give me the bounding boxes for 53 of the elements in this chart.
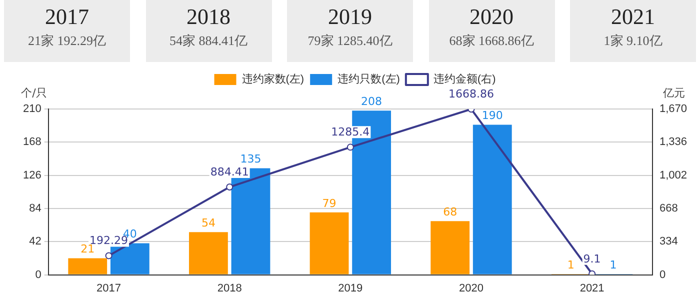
x-tick-label: 2021	[580, 282, 604, 294]
text: 2020	[468, 3, 514, 30]
bar	[430, 221, 470, 274]
text: 21家 192.29亿	[27, 32, 107, 50]
bar	[110, 243, 150, 274]
legend-label: 违约金额(右)	[433, 72, 496, 86]
y2-tick-label: 0	[659, 268, 666, 281]
point	[105, 252, 112, 260]
data-label: 9.1	[583, 252, 601, 266]
bar	[68, 258, 108, 274]
text: 2017	[44, 3, 90, 30]
data-label: 54	[201, 216, 216, 230]
x-tick-label: 2018	[217, 282, 242, 294]
point	[346, 144, 354, 151]
text: 68家 1668.86亿	[448, 32, 535, 50]
y2-tick-label: 1,336	[659, 136, 688, 148]
x-tick-label: 2020	[458, 282, 484, 294]
legend-label: 违约家数(左)	[242, 72, 304, 86]
data-label: 208	[361, 94, 382, 108]
text: 54家 884.41亿	[168, 32, 248, 50]
data-label: 79	[322, 196, 336, 210]
y-tick-label: 210	[22, 103, 42, 116]
data-label: 68	[443, 205, 458, 218]
data-label: 135	[240, 152, 262, 166]
y-axis-title: 个/只	[21, 86, 47, 100]
bar	[310, 212, 349, 274]
text: 2019	[327, 3, 373, 30]
text: 2021	[610, 3, 656, 30]
y-tick-label: 126	[22, 169, 42, 182]
x-tick-label: 2019	[338, 282, 363, 294]
y-tick-label: 168	[22, 136, 42, 148]
text: 2018	[186, 3, 232, 30]
bar	[472, 124, 512, 274]
y-tick-label: 42	[29, 236, 42, 248]
point	[226, 183, 234, 190]
y2-tick-label: 334	[659, 236, 678, 248]
y-tick-label: 0	[35, 268, 42, 281]
text: 79家 1285.40亿	[306, 32, 394, 50]
legend-label: 违约只数(左)	[338, 72, 400, 86]
bar	[188, 232, 228, 274]
y2-tick-label: 1,670	[659, 103, 688, 116]
data-label: 884.41	[210, 165, 249, 178]
text: 1家 9.10亿	[602, 32, 664, 50]
y2-tick-label: 668	[659, 202, 678, 215]
x-tick-label: 2017	[96, 282, 122, 294]
data-label: 1	[567, 258, 574, 272]
y2-tick-label: 1,002	[659, 169, 688, 182]
data-label: 1	[610, 258, 617, 272]
data-label: 1668.86	[448, 87, 494, 100]
y2-axis-title: 亿元	[662, 86, 685, 100]
data-label: 190	[482, 109, 503, 122]
y-tick-label: 84	[29, 202, 42, 215]
data-label: 1285.4	[331, 126, 370, 139]
